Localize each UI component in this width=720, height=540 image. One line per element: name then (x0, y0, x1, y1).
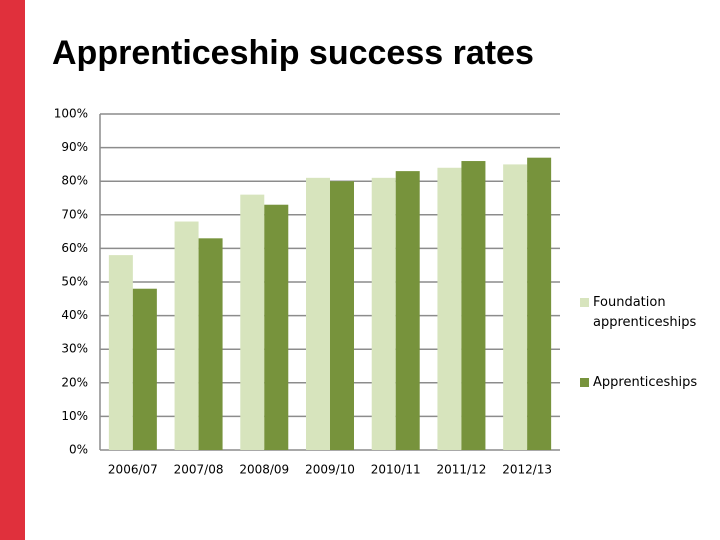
bar (437, 167, 462, 450)
bar (174, 221, 199, 450)
bar (108, 255, 133, 450)
x-tick-label: 2007/08 (174, 463, 224, 477)
bar (503, 164, 528, 450)
legend-label: Foundation apprenticeships (593, 295, 697, 330)
y-tick-label: 90% (61, 140, 88, 154)
x-tick-label: 2010/11 (371, 463, 421, 477)
bar (395, 171, 420, 450)
legend-swatch (580, 378, 589, 387)
chart-title: Apprenticeship success rates (52, 34, 534, 72)
legend-label: Apprenticeships (593, 375, 698, 390)
y-tick-label: 30% (61, 342, 88, 356)
y-tick-label: 60% (61, 241, 88, 255)
y-tick-label: 20% (61, 375, 88, 389)
y-tick-label: 100% (54, 107, 88, 121)
y-tick-label: 70% (61, 207, 88, 221)
bar (330, 181, 354, 450)
x-tick-label: 2009/10 (305, 463, 355, 477)
bar (306, 177, 330, 450)
bar (371, 177, 396, 450)
side-bar (0, 0, 25, 540)
bar (264, 204, 289, 450)
y-tick-label: 50% (61, 275, 88, 289)
bar (198, 238, 223, 450)
y-tick-label: 40% (61, 308, 88, 322)
x-tick-label: 2008/09 (239, 463, 289, 477)
y-tick-label: 80% (61, 174, 88, 188)
bar (132, 288, 157, 450)
x-tick-label: 2006/07 (108, 463, 158, 477)
bar (240, 194, 265, 450)
x-tick-label: 2012/13 (502, 463, 552, 477)
bar (461, 161, 486, 451)
bar (527, 157, 552, 450)
y-tick-label: 0% (69, 443, 88, 457)
legend-swatch (580, 298, 589, 307)
y-tick-label: 10% (61, 409, 88, 423)
x-tick-label: 2011/12 (436, 463, 486, 477)
